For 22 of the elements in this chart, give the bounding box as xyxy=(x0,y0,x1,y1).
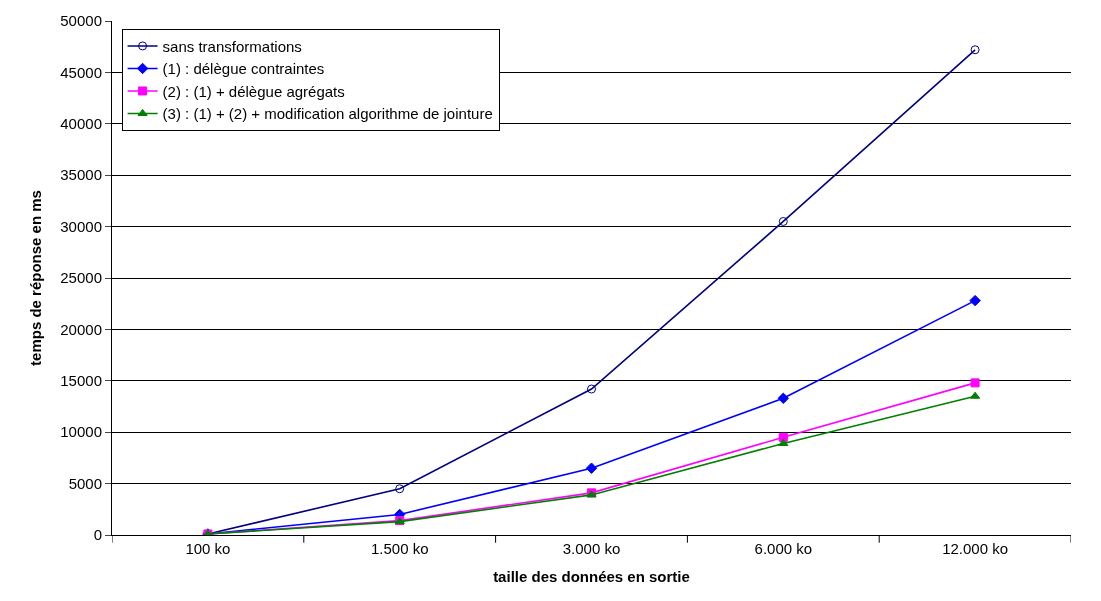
y-tick-label: 10000 xyxy=(60,423,102,441)
y-tick-label: 25000 xyxy=(60,269,102,287)
y-tick-label: 20000 xyxy=(60,320,102,338)
x-tick-label: 12.000 ko xyxy=(942,540,1009,557)
legend-label: (1) : délègue contraintes xyxy=(162,60,325,78)
y-tick-label: 40000 xyxy=(60,115,102,133)
y-tick-label: 0 xyxy=(93,526,102,544)
legend-label: (3) : (1) + (2) + modification algorithme de jointure xyxy=(162,105,493,123)
x-tick-label: 100 ko xyxy=(185,540,231,557)
y-axis-title: temps de réponse en ms xyxy=(26,190,44,366)
legend-label: sans transformations xyxy=(162,37,302,55)
y-tick-label: 5000 xyxy=(68,474,102,492)
x-tick-label: 6.000 ko xyxy=(754,540,813,557)
y-tick-label: 50000 xyxy=(60,12,102,30)
y-tick-label: 30000 xyxy=(60,217,102,235)
y-tick-label: 15000 xyxy=(60,372,102,390)
legend-label: (2) : (1) + délègue agrégats xyxy=(162,82,345,100)
y-tick-label: 45000 xyxy=(60,63,102,81)
x-tick-label: 3.000 ko xyxy=(562,540,621,557)
x-axis-title: taille des données en sortie xyxy=(493,568,690,585)
x-tick-label: 1.500 ko xyxy=(370,540,429,557)
y-tick-label: 35000 xyxy=(60,166,102,184)
